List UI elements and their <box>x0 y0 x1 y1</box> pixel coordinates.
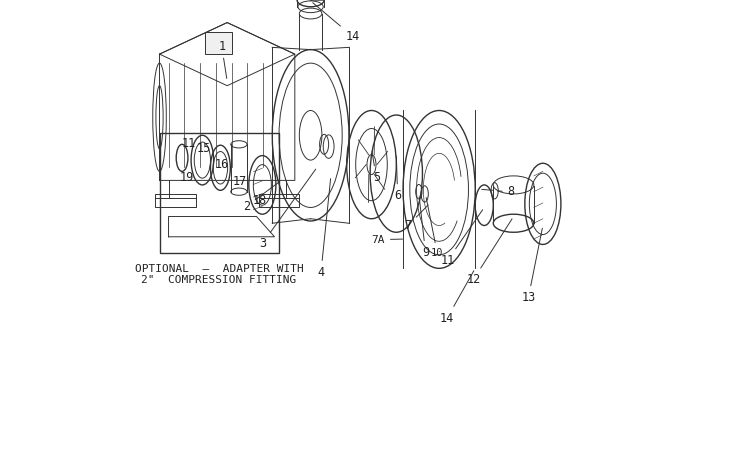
Bar <box>205 32 232 54</box>
Text: 10: 10 <box>426 198 444 258</box>
Text: 16: 16 <box>214 158 229 171</box>
Text: 9: 9 <box>419 197 429 259</box>
Text: 3: 3 <box>259 169 316 250</box>
Text: 5: 5 <box>372 152 380 184</box>
Text: 11: 11 <box>182 137 196 150</box>
Bar <box>259 194 299 207</box>
Text: 15: 15 <box>196 143 211 156</box>
Text: 6: 6 <box>394 156 401 202</box>
Text: 7A: 7A <box>371 235 402 244</box>
Text: OPTIONAL  –  ADAPTER WITH: OPTIONAL – ADAPTER WITH <box>135 264 303 274</box>
Text: 2: 2 <box>243 182 279 213</box>
Text: 18: 18 <box>253 194 267 207</box>
Text: 2"  COMPRESSION FITTING: 2" COMPRESSION FITTING <box>141 275 297 285</box>
Bar <box>159 133 279 253</box>
Text: 7: 7 <box>405 205 428 232</box>
Text: 17: 17 <box>232 175 247 188</box>
Text: 19: 19 <box>180 171 194 184</box>
Text: 13: 13 <box>521 228 542 304</box>
Text: 12: 12 <box>466 219 512 286</box>
Text: 8: 8 <box>497 185 515 198</box>
Bar <box>155 194 196 207</box>
Text: 11: 11 <box>441 210 483 267</box>
Text: 1: 1 <box>218 40 227 78</box>
Text: 4: 4 <box>317 179 331 279</box>
Text: 14: 14 <box>313 3 359 43</box>
Text: 14: 14 <box>440 271 474 325</box>
